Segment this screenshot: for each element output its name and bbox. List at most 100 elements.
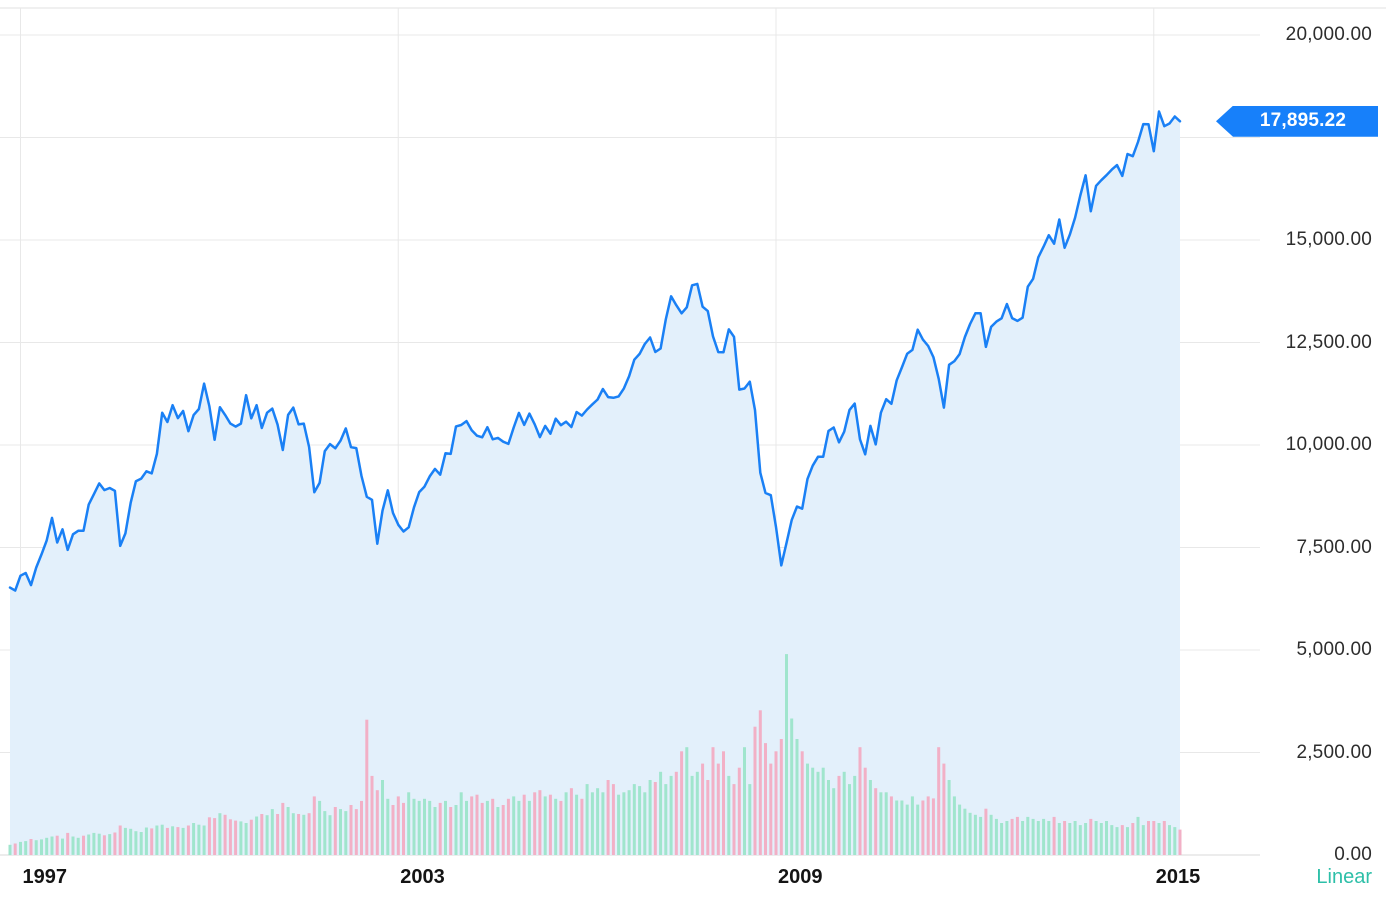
volume-bar-down — [480, 802, 484, 855]
volume-bar-up — [1173, 827, 1177, 855]
volume-bar-down — [858, 747, 862, 855]
volume-bar-up — [590, 792, 594, 855]
volume-bar-up — [743, 747, 746, 855]
volume-bar-up — [40, 839, 43, 855]
volume-bar-down — [732, 784, 736, 855]
volume-bar-up — [884, 792, 888, 855]
volume-bar-up — [848, 784, 851, 855]
volume-bar-up — [622, 792, 626, 855]
volume-bar-down — [370, 775, 374, 855]
volume-bar-up — [900, 800, 904, 855]
volume-bar-up — [1099, 823, 1103, 855]
volume-bar-up — [968, 812, 972, 855]
volume-bar-up — [45, 837, 49, 855]
volume-bar-down — [606, 780, 610, 855]
volume-bar-up — [811, 767, 815, 855]
volume-bar-down — [753, 726, 757, 855]
volume-bar-up — [323, 811, 327, 855]
volume-bar-down — [1147, 821, 1150, 855]
volume-bar-down — [653, 782, 657, 855]
volume-bar-down — [297, 814, 301, 855]
volume-bar-down — [942, 763, 946, 855]
volume-bar-down — [984, 808, 988, 855]
volume-bar-up — [1036, 821, 1040, 855]
volume-bar-up — [554, 798, 558, 855]
volume-bar-down — [165, 827, 169, 855]
volume-bar-up — [381, 780, 384, 855]
volume-bar-up — [1078, 825, 1082, 855]
volume-bar-up — [155, 825, 159, 855]
volume-bar-up — [795, 739, 799, 855]
volume-bar-up — [76, 837, 80, 855]
volume-bar-up — [318, 800, 322, 855]
volume-bar-up — [407, 792, 411, 855]
volume-bar-down — [501, 805, 505, 855]
volume-bar-down — [234, 820, 238, 855]
volume-bar-down — [276, 814, 280, 855]
volume-bar-down — [737, 767, 741, 855]
y-axis-label: 10,000.00 — [1285, 434, 1372, 455]
volume-bar-up — [585, 784, 589, 855]
last-price-value: 17,895.22 — [1259, 110, 1347, 132]
volume-bar-down — [611, 784, 615, 855]
volume-bar-up — [669, 775, 673, 855]
volume-bar-down — [29, 839, 33, 855]
volume-bar-up — [328, 815, 332, 855]
volume-bar-up — [1141, 825, 1145, 855]
volume-bar-up — [1026, 816, 1030, 855]
volume-bar-up — [1094, 821, 1098, 855]
volume-bar-down — [706, 780, 710, 855]
volume-bar-up — [61, 838, 64, 855]
volume-bar-up — [181, 827, 185, 855]
volume-bar-up — [842, 771, 846, 855]
volume-bar-down — [701, 763, 705, 855]
volume-bar-down — [360, 800, 363, 855]
volume-bar-down — [249, 819, 253, 855]
volume-bar-down — [937, 747, 941, 855]
volume-bar-up — [270, 809, 274, 855]
volume-bar-up — [386, 798, 390, 855]
volume-bar-up — [454, 805, 458, 855]
volume-bar-up — [617, 794, 621, 855]
volume-bar-up — [428, 800, 432, 855]
volume-bar-down — [1120, 825, 1124, 855]
volume-bar-up — [1073, 821, 1077, 855]
volume-bar-down — [800, 751, 804, 855]
volume-bar-down — [1052, 816, 1056, 855]
volume-bar-down — [223, 814, 227, 855]
volume-bar-up — [1105, 821, 1108, 855]
volume-bar-down — [779, 739, 783, 855]
volume-bar-down — [438, 802, 442, 855]
volume-bar-down — [533, 792, 537, 855]
volume-bar-down — [674, 771, 678, 855]
volume-bar-up — [160, 824, 164, 855]
volume-bar-up — [8, 844, 12, 856]
volume-bar-up — [459, 792, 463, 855]
volume-bar-up — [905, 804, 909, 855]
volume-bar-up — [564, 792, 568, 855]
volume-bar-up — [685, 747, 689, 855]
volume-bar-up — [339, 809, 342, 855]
x-axis-label: 2003 — [400, 866, 445, 888]
volume-bar-down — [548, 794, 552, 855]
volume-bar-up — [973, 814, 977, 855]
price-area — [10, 111, 1180, 855]
volume-bar-down — [82, 835, 85, 855]
volume-bar-down — [213, 818, 217, 855]
volume-bar-up — [423, 798, 426, 855]
volume-bar-up — [129, 828, 133, 855]
volume-bar-up — [575, 794, 579, 855]
y-axis-label: 12,500.00 — [1285, 331, 1372, 353]
volume-bar-down — [176, 827, 180, 855]
y-axis-label: 0.00 — [1334, 844, 1372, 865]
volume-bar-up — [92, 832, 96, 855]
volume-bar-down — [475, 794, 479, 855]
volume-bar-up — [496, 807, 500, 855]
volume-bar-up — [947, 780, 951, 855]
scale-toggle-linear[interactable]: Linear — [1316, 866, 1372, 888]
volume-bar-up — [785, 654, 788, 855]
volume-bar-up — [412, 798, 416, 855]
volume-bar-down — [1162, 821, 1166, 855]
